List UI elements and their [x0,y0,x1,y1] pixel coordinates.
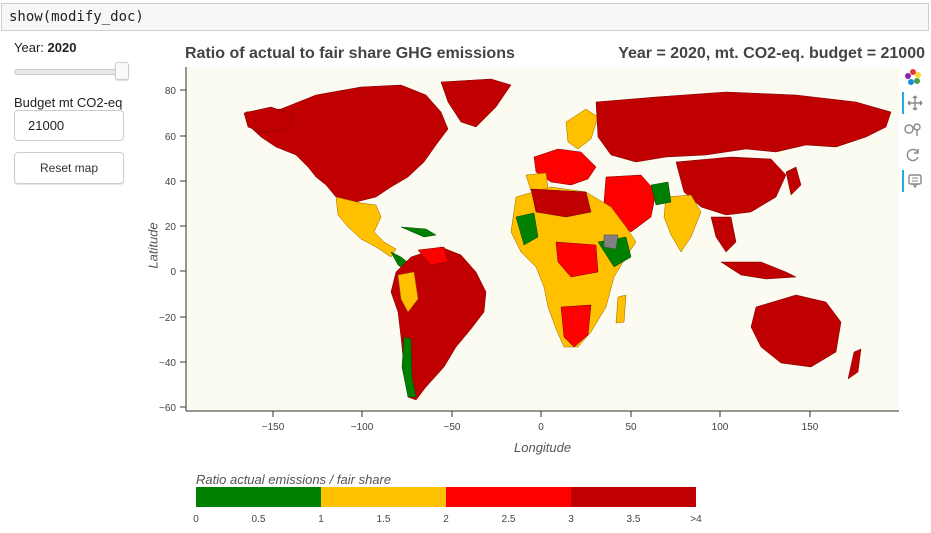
scandinavia-shape [565,108,599,150]
controls-panel: Year: 2020 Budget mt CO2-eq 21000 Reset … [14,40,129,184]
ethiopia-shape [603,234,619,250]
colorbar-tick-label: 2 [443,514,449,525]
madagascar-shape [615,294,627,324]
x-tick-label: 100 [712,422,729,433]
alaska-shape [243,106,295,134]
colorbar-ticks: 0 0.5 1 1.5 2 2.5 3 3.5 >4 [193,514,706,530]
x-axis-label: Longitude [514,440,572,455]
x-tick-label: −100 [351,422,374,433]
y-tick-label: −40 [159,358,176,369]
year-label: Year: 2020 [14,40,77,55]
x-tick-label: 50 [625,422,637,433]
colorbar-segment [446,487,571,507]
x-tick-label: −50 [444,422,461,433]
colorbar-segment [196,487,321,507]
y-tick-label: −20 [159,313,176,324]
west-africa-shape [515,212,539,246]
y-axis-label: Latitude [145,222,161,269]
colorbar-tick-label: 2.5 [501,514,516,525]
india-shape [663,194,702,253]
x-tick-label: 0 [538,422,544,433]
indonesia-shape [720,261,797,280]
colorbar-tick-label: 1.5 [376,514,391,525]
reset-icon[interactable] [902,144,924,166]
mexico-shape [335,196,397,258]
colorbar [196,487,696,507]
southeast-asia-shape [710,216,737,253]
pakistan-shape [650,181,672,206]
colorbar-tick-label: 1 [318,514,324,525]
wheel-zoom-icon[interactable] [902,118,924,140]
russia-shape [595,91,892,163]
colorbar-tick-label: 0 [193,514,199,525]
plot-subtitle: Year = 2020, mt. CO2-eq. budget = 21000 [618,45,925,62]
colorbar-segment [321,487,446,507]
colorbar-tick-label: 0.5 [251,514,266,525]
world-map[interactable] [186,67,899,411]
year-slider-track[interactable] [14,69,129,75]
new-zealand-shape [847,348,862,380]
hover-icon[interactable] [902,170,926,192]
colorbar-tick-label: >4 [690,514,702,525]
pan-icon[interactable] [902,92,926,114]
budget-input[interactable]: 21000 [14,110,124,141]
colorbar-tick-label: 3.5 [626,514,641,525]
colorbar-title: Ratio actual emissions / fair share [196,472,392,487]
plot-title: Ratio of actual to fair share GHG emissi… [185,45,515,62]
y-tick-label: 20 [165,222,177,233]
year-value: 2020 [47,40,77,55]
japan-shape [785,166,802,196]
venezuela-shape [417,246,449,266]
iberia-shape [525,172,549,192]
x-tick-label: −150 [262,422,285,433]
southern-africa-shape [560,304,592,348]
map-svg [243,78,892,401]
y-tick-label: −60 [159,403,176,414]
bokeh-logo-icon[interactable] [902,66,924,88]
reset-map-button[interactable]: Reset map [14,152,124,184]
north-africa-shape [530,188,592,218]
y-tick-label: 60 [165,132,177,143]
colorbar-segment [571,487,696,507]
australia-shape [750,294,842,368]
colorbar-tick-label: 3 [568,514,574,525]
year-slider-handle[interactable] [115,62,129,80]
y-tick-label: 0 [170,267,176,278]
central-africa-shape [555,241,599,278]
north-america-shape [245,84,449,203]
code-cell[interactable]: show(modify_doc) [1,3,929,31]
budget-label: Budget mt CO2-eq [14,95,123,110]
code-text: show(modify_doc) [9,9,144,25]
x-tick-label: 150 [802,422,819,433]
chile-shape [401,336,417,398]
y-tick-label: 80 [165,86,177,97]
peru-shape [397,271,419,313]
y-tick-label: 40 [165,177,177,188]
caribbean-shape [400,226,437,238]
greenland-shape [440,78,512,128]
